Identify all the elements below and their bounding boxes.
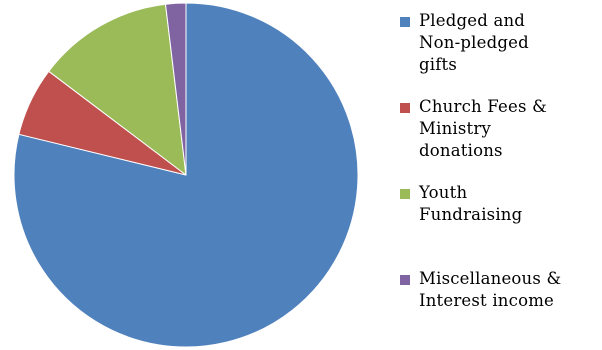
legend-swatch-2 [400, 103, 410, 113]
pie-slices [13, 2, 359, 348]
chart-legend: Pledged and Non-pledged gifts Church Fees… [400, 0, 600, 350]
legend-label-4: Miscellaneous & Interest income [419, 269, 562, 310]
legend-label-2: Church Fees & Ministry donations [419, 97, 547, 160]
legend-label-1: Pledged and Non-pledged gifts [419, 11, 529, 74]
legend-label-3: Youth Fundraising [419, 183, 523, 224]
legend-swatch-1 [400, 17, 410, 27]
legend-swatch-3 [400, 189, 410, 199]
legend-swatch-4 [400, 275, 410, 285]
pie-slice-4 [165, 2, 187, 176]
pie-slice-3 [48, 3, 187, 176]
pie-slice-1 [13, 2, 359, 348]
